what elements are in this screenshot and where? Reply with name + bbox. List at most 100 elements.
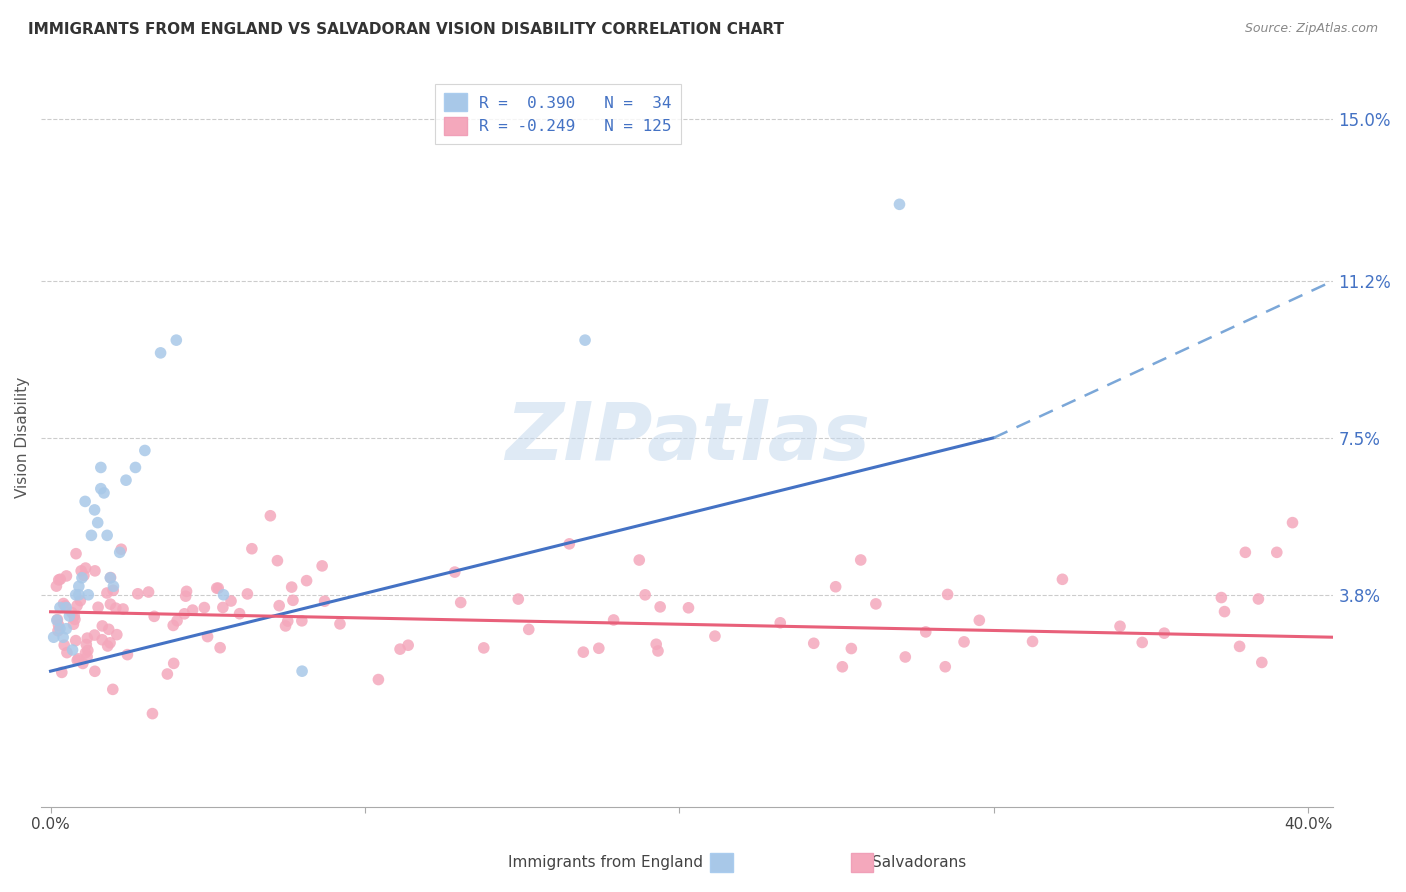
Point <box>80 528 103 542</box>
Point <box>914 624 936 639</box>
Text: Source: ZipAtlas.com: Source: ZipAtlas.com <box>1244 22 1378 36</box>
Point <box>259 508 281 523</box>
Point <box>53 638 76 652</box>
Point <box>156 667 179 681</box>
Point <box>46 624 69 638</box>
Point <box>56 646 79 660</box>
Point <box>69 593 91 607</box>
Point <box>389 642 412 657</box>
Point <box>314 594 336 608</box>
Point <box>52 630 75 644</box>
Point <box>83 628 105 642</box>
Text: IMMIGRANTS FROM ENGLAND VS SALVADORAN VISION DISABILITY CORRELATION CHART: IMMIGRANTS FROM ENGLAND VS SALVADORAN VI… <box>28 22 785 37</box>
Point <box>678 600 700 615</box>
Point <box>574 333 596 347</box>
Point <box>91 632 114 647</box>
Point <box>65 547 87 561</box>
Point <box>49 600 72 615</box>
Point <box>90 460 112 475</box>
Text: ZIPatlas: ZIPatlas <box>505 399 870 476</box>
Point <box>138 585 160 599</box>
Point <box>588 641 610 656</box>
Point <box>1021 634 1043 648</box>
Point <box>53 599 76 613</box>
Point <box>48 573 70 587</box>
Point <box>86 516 108 530</box>
Point <box>558 537 581 551</box>
Point <box>311 558 333 573</box>
Point <box>508 592 530 607</box>
Point <box>291 614 314 628</box>
Point <box>70 571 93 585</box>
Point <box>291 664 314 678</box>
Point <box>72 657 94 671</box>
Point <box>181 603 204 617</box>
Point <box>60 606 83 620</box>
Point <box>58 609 80 624</box>
Point <box>100 597 122 611</box>
Point <box>62 617 84 632</box>
Point <box>163 657 186 671</box>
Point <box>70 564 93 578</box>
Point <box>1211 591 1233 605</box>
Point <box>602 613 624 627</box>
Point <box>91 619 114 633</box>
Point <box>67 652 90 666</box>
Point <box>51 665 73 680</box>
Point <box>97 639 120 653</box>
Point <box>93 486 115 500</box>
Point <box>110 542 132 557</box>
Point <box>75 494 97 508</box>
Point <box>98 636 121 650</box>
Point <box>162 618 184 632</box>
Point <box>894 650 917 665</box>
Point <box>841 641 863 656</box>
Point <box>831 660 853 674</box>
Point <box>197 630 219 644</box>
Point <box>62 643 84 657</box>
Point <box>1265 545 1288 559</box>
Point <box>277 614 299 628</box>
Point <box>969 613 991 627</box>
Point <box>396 638 419 652</box>
Point <box>236 587 259 601</box>
Point <box>193 600 215 615</box>
Point <box>66 599 89 613</box>
Point <box>572 645 595 659</box>
Point <box>105 627 128 641</box>
Point <box>1250 656 1272 670</box>
Point <box>953 635 976 649</box>
Point <box>207 581 229 595</box>
Point <box>228 607 250 621</box>
Y-axis label: Vision Disability: Vision Disability <box>15 377 30 499</box>
Point <box>176 584 198 599</box>
Point <box>83 665 105 679</box>
Point <box>824 580 846 594</box>
Point <box>87 600 110 615</box>
Point <box>212 600 235 615</box>
Point <box>849 553 872 567</box>
Point <box>63 612 86 626</box>
Point <box>628 553 651 567</box>
Point <box>52 597 75 611</box>
Point <box>1052 572 1074 586</box>
Point <box>63 609 86 624</box>
Point <box>67 579 90 593</box>
Point <box>77 588 100 602</box>
Point <box>865 597 887 611</box>
Point <box>1153 626 1175 640</box>
Point <box>1109 619 1132 633</box>
Point <box>127 587 149 601</box>
Point <box>134 443 156 458</box>
Point <box>65 633 87 648</box>
Text: Salvadorans: Salvadorans <box>872 855 966 870</box>
Point <box>174 589 197 603</box>
Point <box>49 622 72 636</box>
Point <box>115 473 138 487</box>
Point <box>112 602 135 616</box>
Point <box>141 706 163 721</box>
Point <box>209 640 232 655</box>
Point <box>45 579 67 593</box>
Point <box>650 599 672 614</box>
Point <box>1213 605 1236 619</box>
